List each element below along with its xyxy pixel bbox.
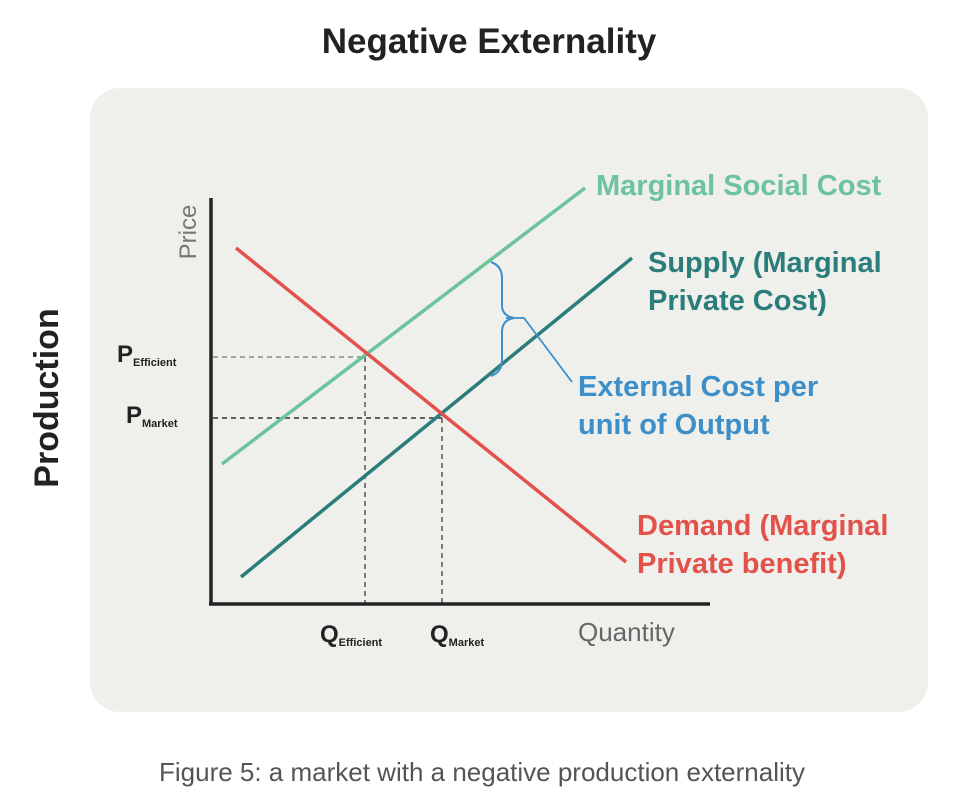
external-cost-pointer bbox=[506, 317, 573, 383]
external-cost-label-line1: External Cost per bbox=[578, 371, 818, 403]
x-axis-label: Quantity bbox=[578, 617, 675, 647]
p-efficient-main: P bbox=[117, 341, 133, 368]
supply-label-line1: Supply (Marginal bbox=[648, 247, 882, 279]
p-market-main: P bbox=[126, 402, 142, 429]
q-efficient-label: QEfficient bbox=[320, 621, 382, 649]
demand-label-line2: Private benefit) bbox=[637, 548, 847, 580]
q-market-sub: Market bbox=[449, 637, 485, 649]
figure-caption: Figure 5: a market with a negative produ… bbox=[158, 757, 805, 787]
diagram-title: Negative Externality bbox=[321, 22, 657, 61]
supply-curve bbox=[239, 256, 634, 579]
supply-label-line2: Private Cost) bbox=[648, 285, 827, 317]
msc-label: Marginal Social Cost bbox=[596, 170, 882, 202]
marginal-social-cost-curve bbox=[220, 186, 587, 466]
diagram-panel bbox=[90, 88, 928, 712]
demand-label-line1: Demand (Marginal bbox=[637, 510, 888, 542]
p-efficient-sub: Efficient bbox=[133, 357, 177, 369]
q-market-main: Q bbox=[430, 621, 449, 648]
p-market-label: PMarket bbox=[126, 402, 178, 430]
y-axis-label: Price bbox=[175, 205, 202, 260]
demand-curve bbox=[234, 246, 628, 564]
external-cost-label-line2: unit of Output bbox=[578, 409, 770, 441]
q-efficient-sub: Efficient bbox=[339, 637, 383, 649]
q-efficient-main: Q bbox=[320, 621, 339, 648]
p-market-sub: Market bbox=[142, 418, 178, 430]
p-efficient-label: PEfficient bbox=[117, 341, 177, 369]
q-market-label: QMarket bbox=[430, 621, 484, 649]
